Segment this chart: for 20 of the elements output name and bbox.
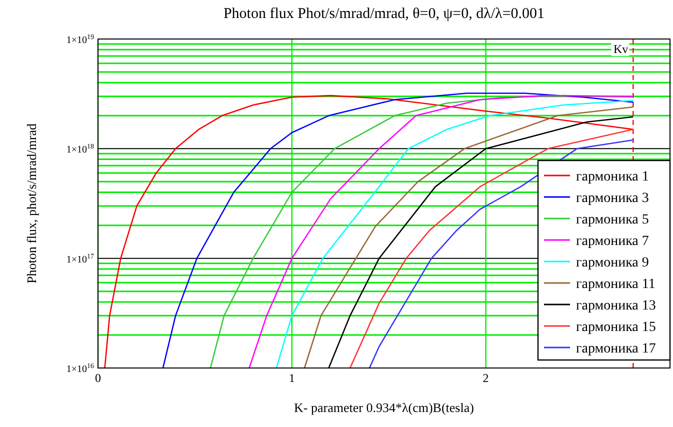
y-tick-label: 1×10$^{18}$ xyxy=(66,142,94,156)
legend-label: гармоника 3 xyxy=(576,191,649,206)
x-tick-label: 0 xyxy=(95,371,101,385)
y-axis-title: Photon flux, phot/s/mrad/mrad xyxy=(24,123,39,284)
chart-title: Photon flux Phot/s/mrad/mrad, θ=0, ψ=0, dλ/λ=0.001 xyxy=(223,6,545,22)
x-tick-label: 1 xyxy=(288,371,295,385)
legend-label: гармоника 15 xyxy=(576,320,656,335)
ref-line-label: Kv xyxy=(613,42,628,56)
legend-label: гармоника 11 xyxy=(576,277,656,292)
y-tick-label: 1×10$^{17}$ xyxy=(66,252,94,266)
x-tick-label: 2 xyxy=(482,371,489,385)
legend-label: гармоника 13 xyxy=(576,298,656,314)
legend-label: гармоника 17 xyxy=(576,342,656,356)
legend-label: гармоника 5 xyxy=(576,212,649,228)
legend-label: гармоника 1 xyxy=(576,170,649,184)
legend-label: гармоника 7 xyxy=(576,234,649,249)
y-tick-label: 1×10$^{16}$ xyxy=(66,362,94,375)
x-axis-title: K- parameter 0.934*λ(cm)B(tesla) xyxy=(294,400,474,415)
legend-label: гармоника 9 xyxy=(576,256,649,270)
y-tick-label: 1×10$^{19}$ xyxy=(66,33,94,46)
